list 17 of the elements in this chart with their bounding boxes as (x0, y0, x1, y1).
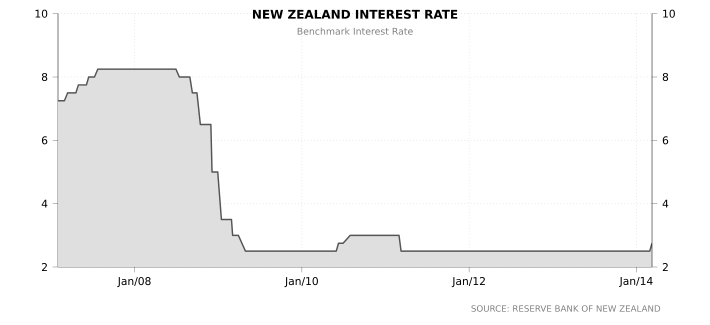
y-tick-label: 4 (42, 200, 48, 208)
y-tick-label: 8 (42, 72, 48, 82)
chart-title: NEW ZEALAND INTEREST RATE (252, 10, 458, 19)
y-tick-label: 2 (42, 263, 47, 271)
text: Benchmark Interest Rate (298, 28, 413, 35)
x-tick-label: Jan/08 (117, 277, 151, 288)
y2-tick-label: 10 (663, 10, 675, 18)
x-tick-label: Jan/10 (284, 277, 318, 288)
x-tick-label: Jan/14 (619, 277, 653, 287)
x-tick-label: Jan/12 (452, 277, 485, 288)
y2-tick-label: 8 (662, 72, 668, 82)
y2-tick-label: 2 (662, 263, 668, 271)
y2-tick-label: 4 (662, 200, 668, 208)
y-tick-label: 6 (42, 136, 48, 144)
y2-tick-label: 6 (662, 136, 668, 144)
source-note: SOURCE: RESERVE BANK OF NEW ZEALAND (471, 305, 660, 312)
y-tick-label: 10 (36, 10, 48, 18)
